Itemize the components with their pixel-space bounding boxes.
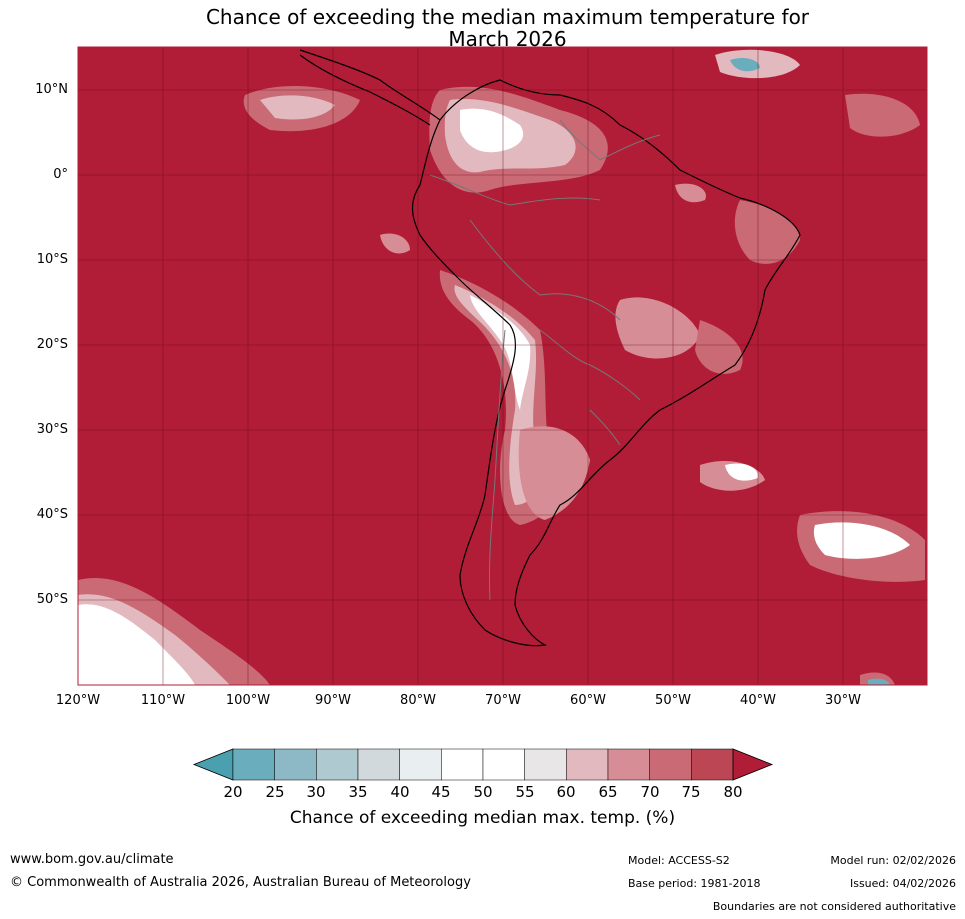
zone-south-tip-blue: [868, 678, 890, 685]
colorbar-segment: [441, 748, 484, 781]
chart-title-line1: Chance of exceeding the median maximum t…: [205, 5, 810, 29]
lon-label-60W: 60°W: [570, 693, 606, 708]
zone-atlantic-ne: [845, 93, 920, 137]
lon-label-120W: 120°W: [55, 693, 101, 708]
footer-base-period: Base period: 1981-2018: [628, 877, 761, 890]
colorbar-segment: [316, 748, 359, 781]
footer-model: Model: ACCESS-S2: [628, 854, 730, 867]
lon-label-90W: 90°W: [315, 693, 351, 708]
colorbar-tick-50: 50: [473, 783, 493, 801]
footer-url: www.bom.gov.au/climate: [10, 852, 174, 867]
chart-title-line2: March 2026: [448, 27, 567, 51]
colorbar-tick-20: 20: [223, 783, 243, 801]
footer-issued: Issued: 04/02/2026: [849, 877, 956, 890]
coastline-south-america: [411, 79, 801, 647]
colorbar-tick-75: 75: [681, 783, 701, 801]
map-frame: [77, 46, 928, 686]
colorbar-tick-80: 80: [723, 783, 743, 801]
zone-pacific-north-light: [260, 95, 335, 120]
colorbar-tick-45: 45: [431, 783, 451, 801]
lat-label-10N: 10°N: [35, 82, 68, 97]
zone-brazil-central: [615, 297, 700, 359]
colorbar-segment: [649, 748, 692, 781]
colorbar-tick-65: 65: [598, 783, 618, 801]
colorbar-segment: [399, 748, 442, 781]
colorbar-segment: [607, 748, 650, 781]
probability-zones: [78, 49, 925, 685]
colorbar-tick-40: 40: [390, 783, 410, 801]
zone-andes-white: [470, 295, 531, 410]
zone-atlantic-north-blue: [730, 57, 760, 72]
zone-atlantic-mid-white: [725, 463, 759, 481]
colorbar-tick-55: 55: [515, 783, 535, 801]
colorbar-segment: [482, 748, 525, 781]
colorbar-segment: [232, 748, 275, 781]
lon-label-40W: 40°W: [740, 693, 776, 708]
colorbar-tick-60: 60: [556, 783, 576, 801]
country-borders: [429, 119, 661, 601]
lon-label-80W: 80°W: [400, 693, 436, 708]
colorbar-tick-35: 35: [348, 783, 368, 801]
lat-label-0: 0°: [53, 167, 68, 182]
colorbar-tick-30: 30: [306, 783, 326, 801]
lon-label-30W: 30°W: [825, 693, 861, 708]
lon-label-110W: 110°W: [140, 693, 186, 708]
colorbar-segment: [357, 748, 400, 781]
colorbar-segment: [524, 748, 567, 781]
lat-label-50S: 50°S: [36, 592, 68, 607]
lat-label-10S: 10°S: [36, 252, 68, 267]
lat-label-30S: 30°S: [36, 422, 68, 437]
footer-model-run: Model run: 02/02/2026: [830, 854, 956, 867]
zone-small-1: [380, 233, 410, 254]
colorbar-tick-70: 70: [640, 783, 660, 801]
colorbar-segment: [691, 748, 734, 781]
lat-label-20S: 20°S: [36, 337, 68, 352]
footer-copyright: © Commonwealth of Australia 2026, Austra…: [10, 875, 471, 890]
coastline-central-america: [299, 49, 441, 126]
zone-sw-pacific-white: [78, 604, 195, 685]
zone-venezuela-white: [460, 108, 524, 153]
colorbar-extend-low: [192, 748, 234, 781]
colorbar-segment: [566, 748, 609, 781]
zone-brazil-east: [695, 320, 743, 374]
zone-south-atlantic-white: [813, 522, 910, 559]
colorbar-tick-25: 25: [265, 783, 285, 801]
colorbar-label: Chance of exceeding median max. temp. (%…: [289, 808, 676, 828]
zone-small-2: [675, 183, 706, 203]
lat-label-40S: 40°S: [36, 507, 68, 522]
colorbar-extend-high: [732, 748, 774, 781]
colorbar-segment: [274, 748, 317, 781]
footer-boundaries-note: Boundaries are not considered authoritat…: [712, 900, 956, 913]
graticule: [78, 47, 927, 685]
lon-label-50W: 50°W: [655, 693, 691, 708]
lon-label-70W: 70°W: [485, 693, 521, 708]
lon-label-100W: 100°W: [225, 693, 271, 708]
